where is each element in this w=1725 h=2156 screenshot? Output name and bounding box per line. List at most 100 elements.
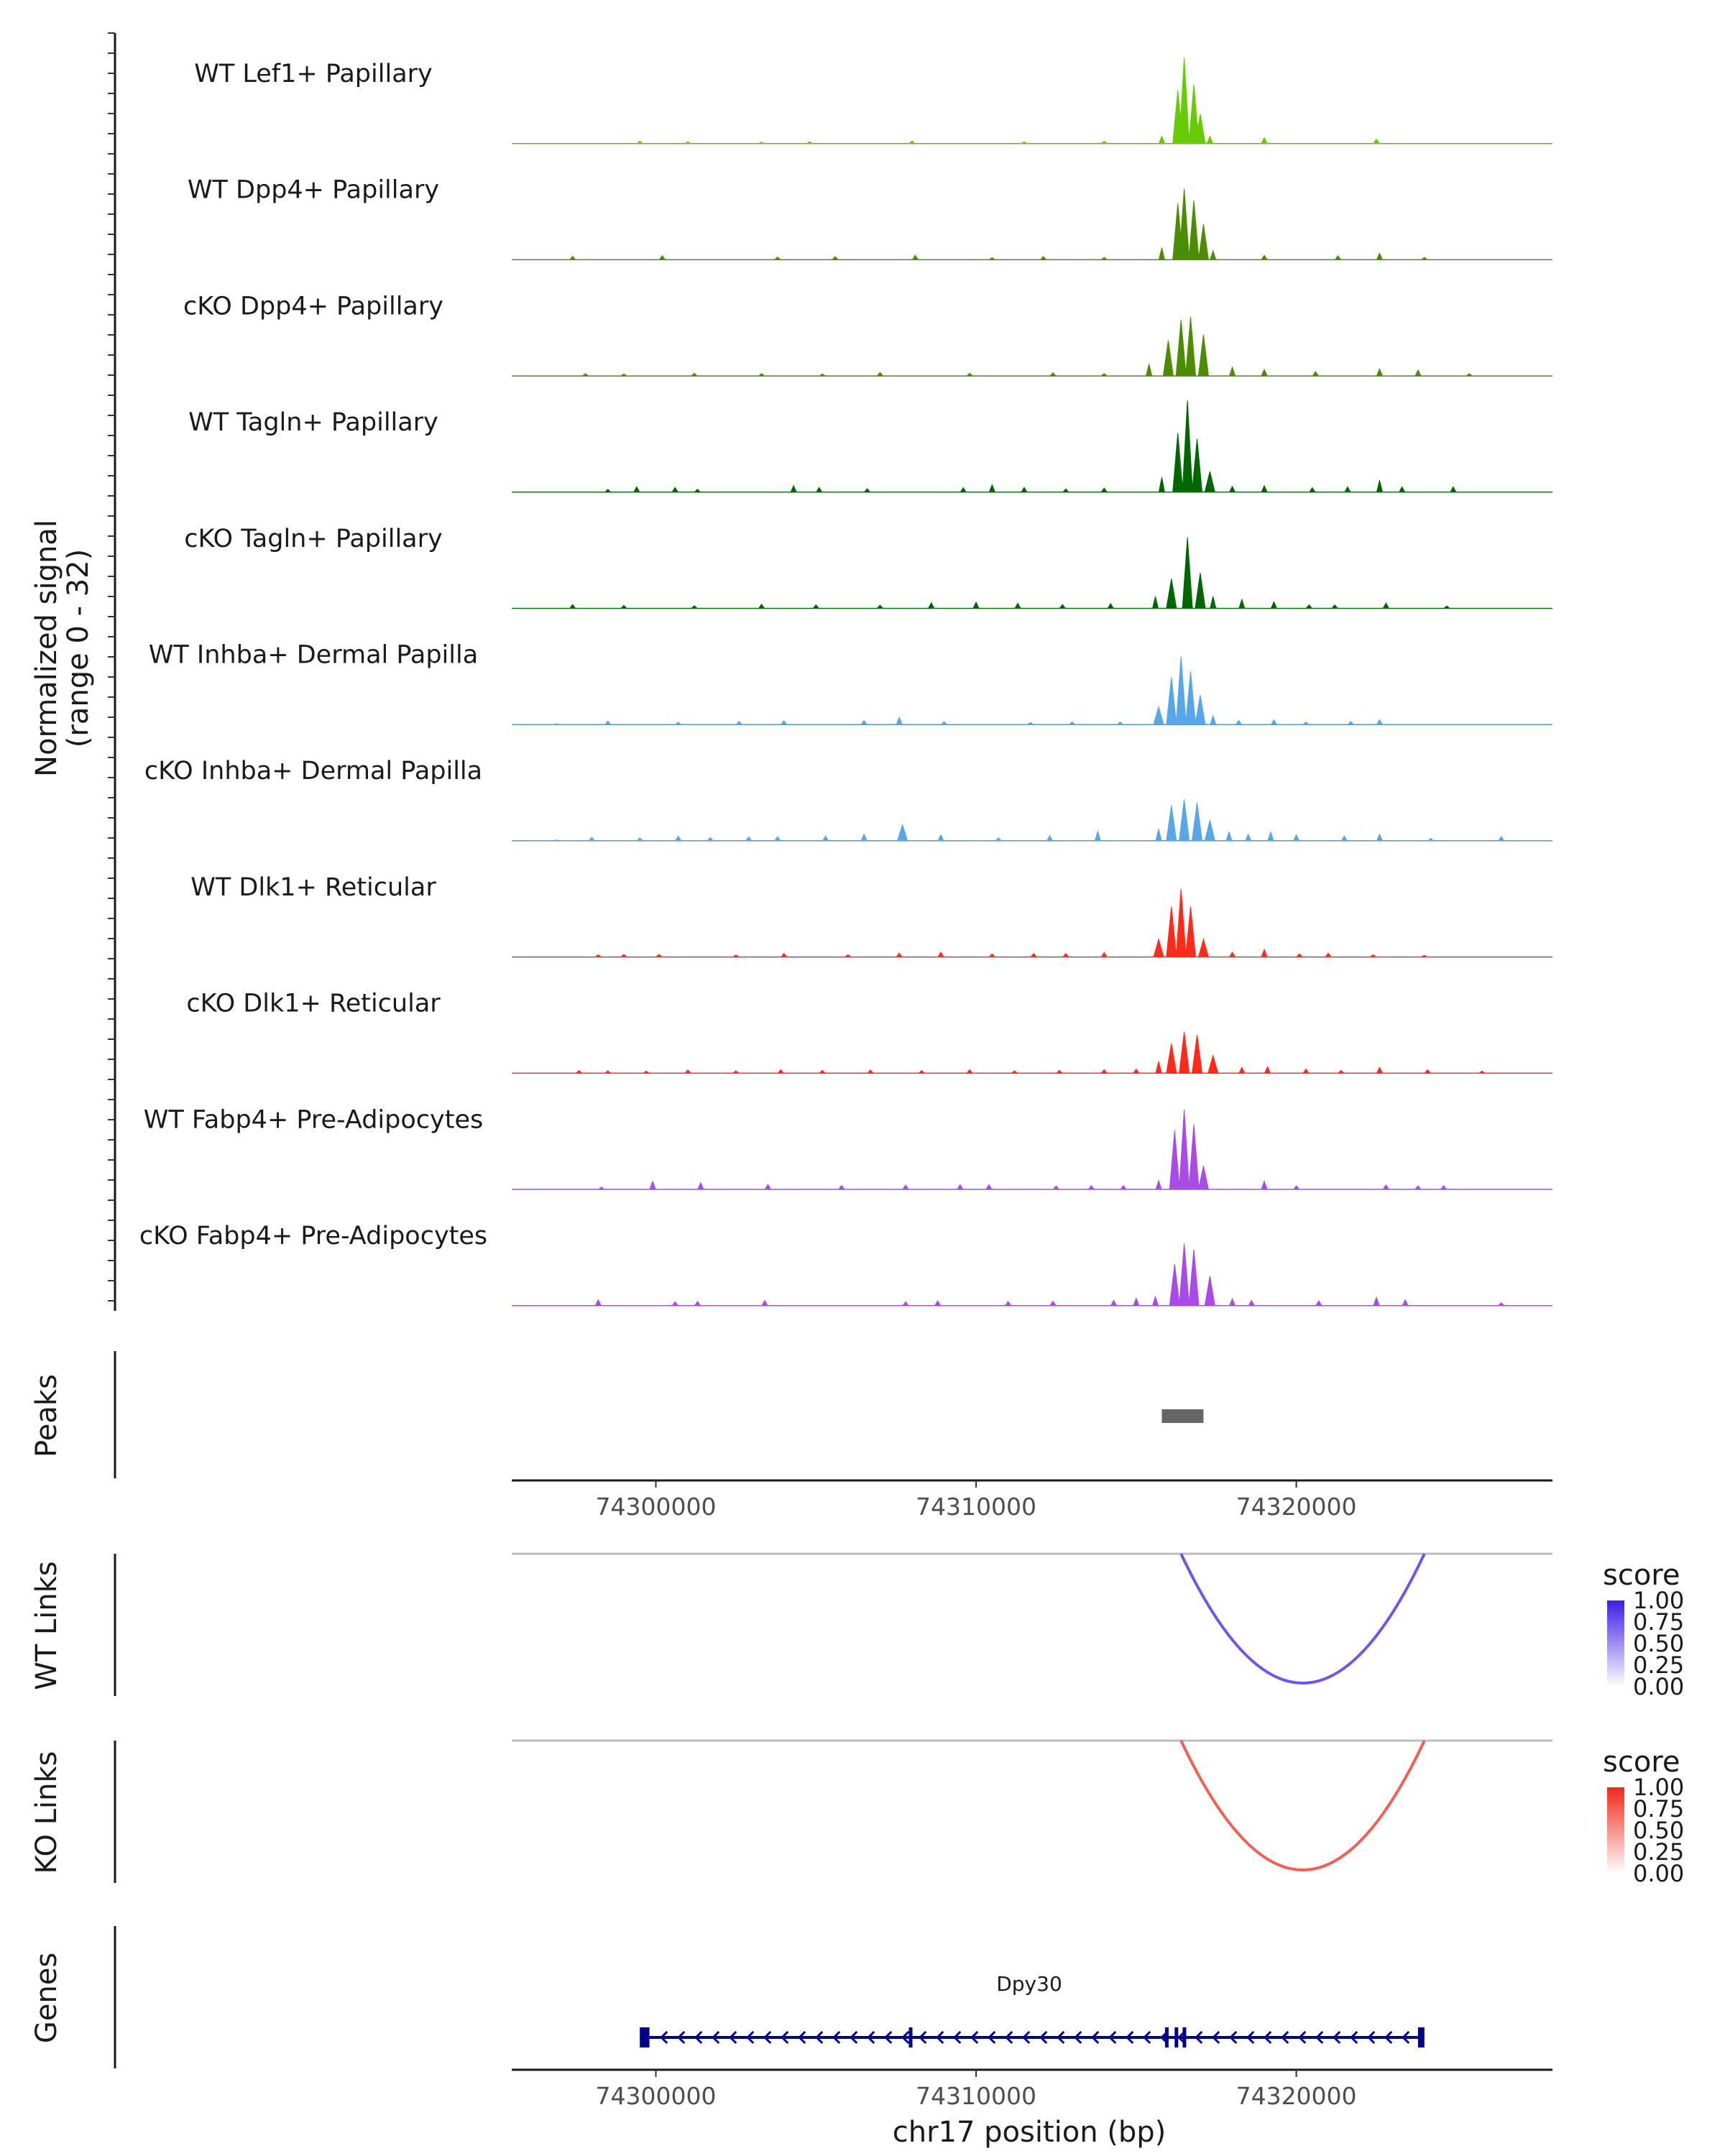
track-label: WT Fabp4+ Pre-Adipocytes bbox=[144, 1105, 483, 1134]
strand-arrow bbox=[1108, 2030, 1117, 2045]
strand-arrow bbox=[901, 2030, 910, 2045]
strand-arrow bbox=[1298, 2030, 1307, 2045]
legend-tick-label: 0.25 bbox=[1633, 1838, 1684, 1866]
gene-exon bbox=[640, 2027, 650, 2047]
strand-arrow bbox=[660, 2030, 668, 2045]
gene-exon bbox=[908, 2027, 913, 2047]
x-tick-label: 74310000 bbox=[916, 2082, 1036, 2110]
coverage-track: cKO Fabp4+ Pre-Adipocytes bbox=[139, 1222, 1552, 1307]
strand-arrow bbox=[694, 2030, 703, 2045]
coverage-track: cKO Tagln+ Papillary bbox=[184, 525, 1552, 609]
track-label: cKO Tagln+ Papillary bbox=[184, 525, 443, 553]
link-track-label: KO Links bbox=[30, 1751, 63, 1874]
strand-arrow bbox=[1229, 2030, 1238, 2045]
track-label: WT Tagln+ Papillary bbox=[188, 408, 438, 437]
strand-arrow bbox=[677, 2030, 686, 2045]
strand-arrow bbox=[729, 2030, 737, 2045]
legend-tick-label: 1.00 bbox=[1633, 1587, 1684, 1614]
strand-arrow bbox=[988, 2030, 996, 2045]
coverage-track: WT Dpp4+ Papillary bbox=[188, 176, 1552, 261]
strand-arrow bbox=[1281, 2030, 1289, 2045]
strand-arrow bbox=[936, 2030, 944, 2045]
strand-arrow bbox=[712, 2030, 720, 2045]
coverage-y-label-range: (range 0 - 32) bbox=[62, 549, 95, 747]
strand-arrow bbox=[781, 2030, 789, 2045]
strand-arrow bbox=[1333, 2030, 1341, 2045]
x-tick-label: 74320000 bbox=[1236, 2082, 1357, 2110]
legend-tick-label: 0.25 bbox=[1633, 1651, 1684, 1679]
coverage-area bbox=[512, 656, 1552, 725]
coverage-area bbox=[512, 188, 1552, 260]
coverage-track: cKO Dlk1+ Reticular bbox=[186, 990, 1552, 1074]
link-arc bbox=[1179, 1740, 1426, 1871]
strand-arrow bbox=[1212, 2030, 1220, 2045]
coverage-y-label: Normalized signal bbox=[30, 520, 63, 777]
strand-arrow bbox=[884, 2030, 893, 2045]
strand-arrow bbox=[815, 2030, 824, 2045]
legend-title: score bbox=[1603, 1746, 1680, 1779]
coverage-track: WT Lef1+ Papillary bbox=[194, 57, 1552, 144]
x-tick-label: 74320000 bbox=[1236, 1493, 1357, 1521]
genes-label: Genes bbox=[30, 1953, 63, 2043]
strand-arrow bbox=[1402, 2030, 1410, 2045]
track-label: WT Dlk1+ Reticular bbox=[190, 873, 436, 902]
coverage-area bbox=[512, 1243, 1552, 1307]
peak-region bbox=[1162, 1409, 1204, 1423]
strand-arrow bbox=[1074, 2030, 1082, 2045]
strand-arrow bbox=[763, 2030, 772, 2045]
coverage-area bbox=[512, 400, 1552, 493]
legend-colorbar bbox=[1607, 1600, 1624, 1687]
strand-arrow bbox=[798, 2030, 806, 2045]
strand-arrow bbox=[1039, 2030, 1048, 2045]
strand-arrow bbox=[953, 2030, 962, 2045]
strand-arrow bbox=[1315, 2030, 1324, 2045]
x-tick-label: 74300000 bbox=[596, 2082, 717, 2110]
strand-arrow bbox=[1126, 2030, 1134, 2045]
coverage-track: WT Dlk1+ Reticular bbox=[190, 873, 1552, 958]
strand-arrow bbox=[1384, 2030, 1393, 2045]
legend-tick-label: 0.50 bbox=[1633, 1817, 1684, 1844]
coverage-area bbox=[512, 537, 1552, 609]
x-tick-label: 74310000 bbox=[916, 1493, 1036, 1521]
track-label: cKO Dpp4+ Papillary bbox=[183, 292, 443, 321]
legend-tick-label: 0.75 bbox=[1633, 1795, 1684, 1823]
strand-arrow bbox=[1022, 2030, 1031, 2045]
track-label: WT Inhba+ Dermal Papilla bbox=[149, 641, 478, 670]
coverage-track: WT Fabp4+ Pre-Adipocytes bbox=[144, 1105, 1552, 1190]
strand-arrow bbox=[970, 2030, 979, 2045]
strand-arrow bbox=[832, 2030, 841, 2045]
legend-tick-label: 0.00 bbox=[1633, 1673, 1684, 1700]
peaks-track: Peaks bbox=[30, 1351, 1204, 1478]
legend-title: score bbox=[1603, 1559, 1680, 1592]
strand-arrow bbox=[850, 2030, 858, 2045]
strand-arrow bbox=[1091, 2030, 1100, 2045]
gene-exon bbox=[1174, 2027, 1179, 2047]
coverage-area bbox=[512, 1109, 1552, 1190]
legend-tick-label: 1.00 bbox=[1633, 1774, 1684, 1801]
link-track-label: WT Links bbox=[30, 1561, 63, 1690]
gene-name: Dpy30 bbox=[996, 1972, 1062, 1996]
coverage-area bbox=[512, 316, 1552, 377]
strand-arrow bbox=[1246, 2030, 1255, 2045]
gene-exon bbox=[1164, 2027, 1169, 2047]
strand-arrow bbox=[1195, 2030, 1203, 2045]
legend-tick-label: 0.50 bbox=[1633, 1630, 1684, 1657]
coverage-track: WT Tagln+ Papillary bbox=[188, 400, 1552, 493]
coverage-area bbox=[512, 1031, 1552, 1074]
strand-arrow bbox=[1143, 2030, 1151, 2045]
gene-exon bbox=[1182, 2027, 1187, 2047]
strand-arrow bbox=[867, 2030, 875, 2045]
x-tick-label: 74300000 bbox=[596, 1493, 717, 1521]
coverage-tracks: WT Lef1+ Papillary WT Dpp4+ Papillary cKO … bbox=[139, 57, 1552, 1307]
legend-tick-label: 0.00 bbox=[1633, 1860, 1684, 1887]
legend-tick-label: 0.75 bbox=[1633, 1608, 1684, 1636]
coverage-area bbox=[512, 57, 1552, 144]
legend-colorbar bbox=[1607, 1787, 1624, 1874]
strand-arrow bbox=[1005, 2030, 1013, 2045]
track-label: cKO Inhba+ Dermal Papilla bbox=[144, 757, 482, 786]
strand-arrow bbox=[1367, 2030, 1376, 2045]
